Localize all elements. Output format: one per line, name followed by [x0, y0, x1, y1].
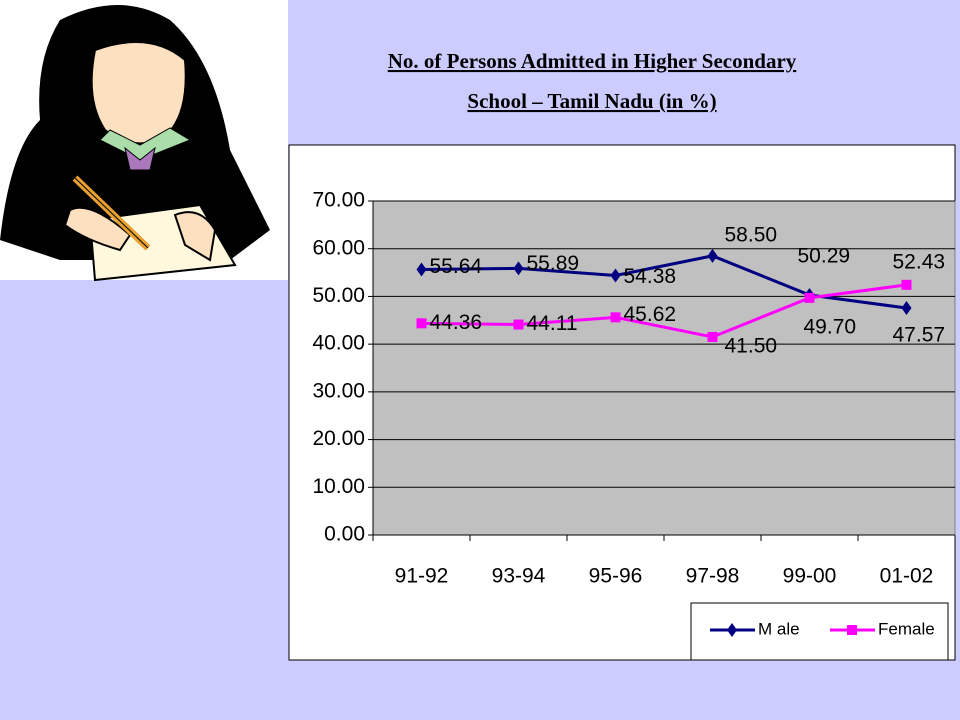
marker: [416, 318, 427, 329]
data-label: 41.50: [725, 335, 778, 358]
series-line: [421, 283, 907, 339]
plot-area: [372, 200, 956, 536]
y-tick-label: 70.00: [312, 189, 365, 212]
y-tick-label: 10.00: [312, 475, 365, 498]
x-tick-label: 91-92: [395, 565, 449, 588]
marker: [610, 268, 621, 283]
clipart: [0, 0, 288, 282]
y-tick-label: 60.00: [312, 236, 365, 259]
legend-label: Female: [878, 619, 935, 638]
data-label: 52.43: [893, 250, 946, 273]
marker: [610, 312, 621, 323]
chart-subtitle: School – Tamil Nadu (in %): [467, 89, 716, 113]
y-tick-label: 40.00: [312, 332, 365, 355]
data-label: 47.57: [893, 324, 946, 347]
marker: [416, 262, 427, 277]
data-label: 44.36: [430, 311, 483, 334]
data-label: 44.11: [527, 312, 578, 335]
x-tick-label: 95-96: [589, 565, 643, 588]
marker: [727, 623, 737, 637]
data-label: 50.29: [798, 245, 851, 268]
data-label: 58.50: [725, 223, 778, 246]
marker: [513, 319, 524, 330]
marker: [901, 279, 912, 290]
marker: [707, 248, 718, 263]
y-tick-label: 0.00: [324, 523, 365, 546]
legend-label: M ale: [758, 619, 800, 638]
data-label: 54.38: [624, 265, 677, 288]
marker: [513, 261, 524, 276]
x-tick-label: 01-02: [880, 565, 934, 588]
y-tick-label: 30.00: [312, 379, 365, 402]
y-tick-label: 20.00: [312, 427, 365, 450]
marker: [804, 292, 815, 303]
series-line: [421, 254, 907, 310]
marker: [707, 331, 718, 342]
data-label: 49.70: [804, 315, 857, 338]
marker: [847, 625, 857, 635]
x-tick-label: 97-98: [686, 565, 740, 588]
x-tick-label: 99-00: [783, 565, 837, 588]
x-tick-label: 93-94: [492, 565, 546, 588]
data-label: 45.62: [624, 303, 677, 326]
chart-title: No. of Persons Admitted in Higher Second…: [388, 49, 797, 73]
data-label: 55.89: [527, 252, 580, 275]
y-tick-label: 50.00: [312, 284, 365, 307]
data-label: 55.64: [430, 255, 483, 278]
marker: [901, 301, 912, 316]
